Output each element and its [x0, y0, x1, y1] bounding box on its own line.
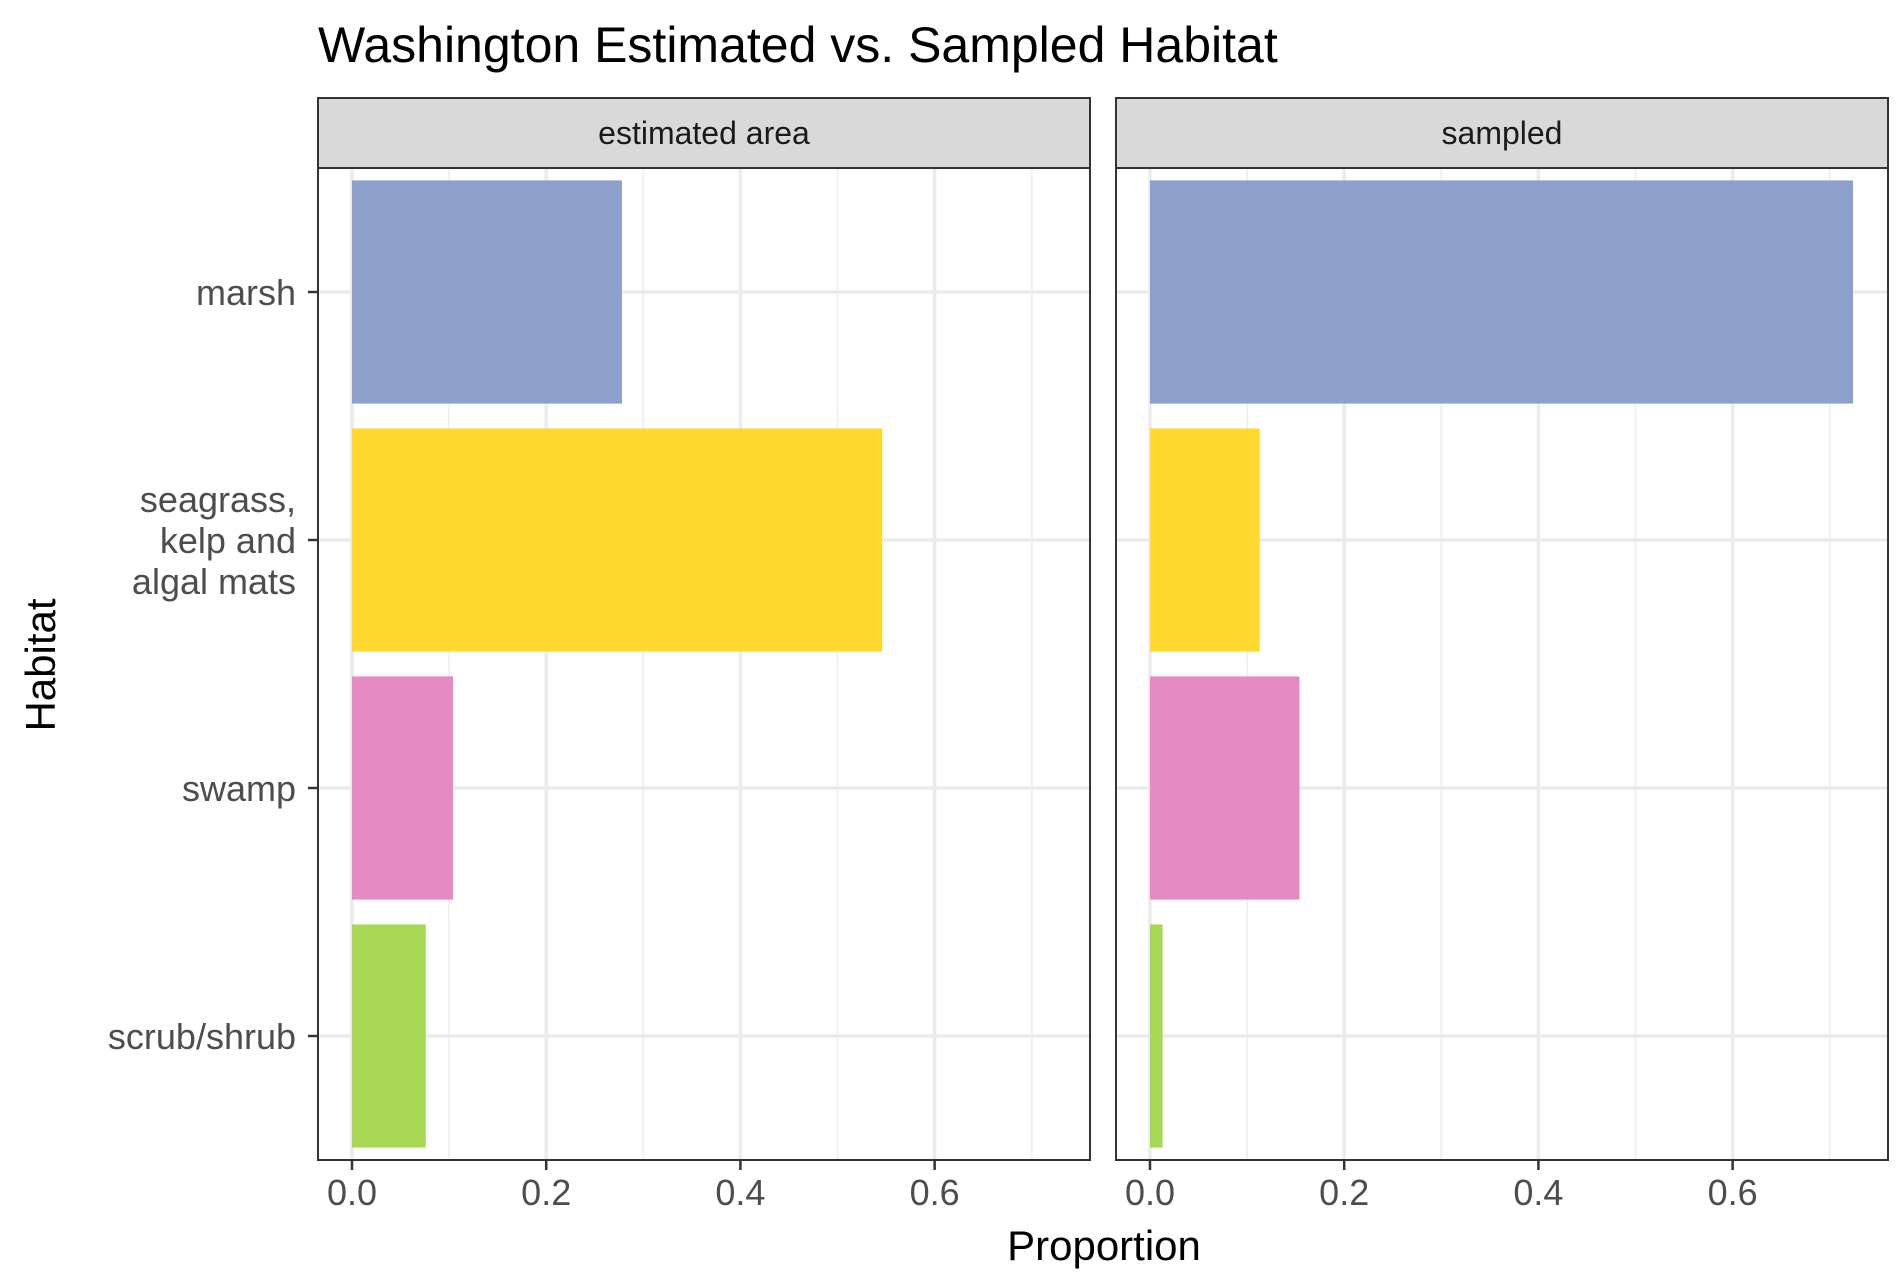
- facet-panels: estimated area 0.0 0.2 0.4 0.6 sampled 0.0 0.2 0…: [317, 97, 1889, 1213]
- bar-marsh: [351, 180, 622, 404]
- y-tick-label: marsh: [196, 272, 296, 313]
- bar-seagrass: [351, 428, 883, 652]
- x-tick-label: 0.4: [1513, 1172, 1563, 1213]
- bar-swamp: [1149, 676, 1300, 900]
- y-tick-label: scrub/shrub: [108, 1016, 296, 1057]
- bar-marsh: [1149, 180, 1854, 404]
- bar-scrubshrub: [1149, 924, 1163, 1148]
- x-tick-label: 0.2: [521, 1172, 571, 1213]
- x-tick-label: 0.0: [1125, 1172, 1175, 1213]
- y-axis: marsh seagrass, kelp and algal mats swamp scr…: [108, 272, 318, 1057]
- x-tick-label: 0.2: [1319, 1172, 1369, 1213]
- facet-strip: [1115, 97, 1889, 169]
- y-tick-label: swamp: [182, 768, 296, 809]
- facet-strip-label: estimated area: [598, 115, 810, 151]
- bar-scrubshrub: [351, 924, 426, 1148]
- x-tick-label: 0.0: [327, 1172, 377, 1213]
- x-axis-title: Proportion: [1007, 1222, 1201, 1269]
- y-tick-label: seagrass, kelp and algal mats: [132, 479, 296, 602]
- bar-seagrass: [1149, 428, 1260, 652]
- facet-strip-label: sampled: [1442, 115, 1563, 151]
- facet-panel: estimated area 0.0 0.2 0.4 0.6: [317, 97, 1091, 1213]
- facet-panel: sampled 0.0 0.2 0.4 0.6: [1115, 97, 1889, 1213]
- y-axis-title: Habitat: [17, 598, 64, 731]
- bar-swamp: [351, 676, 453, 900]
- x-tick-label: 0.4: [715, 1172, 765, 1213]
- x-tick-label: 0.6: [910, 1172, 960, 1213]
- facet-strip: [317, 97, 1091, 169]
- x-tick-label: 0.6: [1708, 1172, 1758, 1213]
- chart-title: Washington Estimated vs. Sampled Habitat: [318, 17, 1278, 73]
